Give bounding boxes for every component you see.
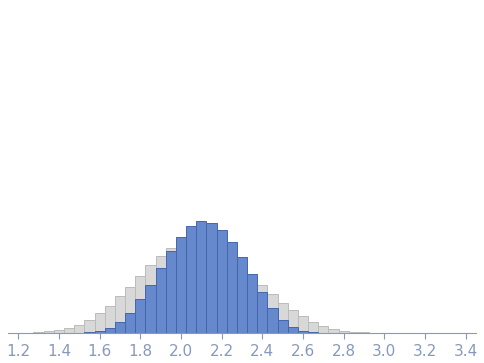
Bar xyxy=(84,333,94,334)
Bar xyxy=(267,308,277,334)
Bar xyxy=(247,275,257,334)
Bar xyxy=(44,331,54,334)
Bar xyxy=(115,296,125,334)
Bar xyxy=(277,303,287,334)
Bar xyxy=(94,313,105,334)
Bar xyxy=(329,329,339,334)
Bar xyxy=(64,328,74,334)
Bar xyxy=(308,322,318,334)
Bar xyxy=(186,240,196,334)
Bar xyxy=(287,327,298,334)
Bar xyxy=(298,317,308,334)
Bar xyxy=(94,331,105,334)
Bar xyxy=(166,250,176,334)
Bar xyxy=(257,285,267,334)
Bar xyxy=(237,257,247,334)
Bar xyxy=(74,325,84,334)
Bar xyxy=(216,249,227,334)
Bar xyxy=(135,299,145,334)
Bar xyxy=(339,331,349,334)
Bar xyxy=(145,285,155,334)
Bar xyxy=(186,226,196,334)
Bar xyxy=(145,265,155,334)
Bar xyxy=(176,243,186,334)
Bar xyxy=(196,221,206,334)
Bar xyxy=(349,333,359,334)
Bar xyxy=(318,326,329,334)
Bar xyxy=(277,319,287,334)
Bar xyxy=(206,244,216,334)
Bar xyxy=(227,242,237,334)
Bar xyxy=(105,306,115,334)
Bar xyxy=(125,313,135,334)
Bar xyxy=(54,330,64,334)
Bar xyxy=(298,331,308,334)
Bar xyxy=(227,257,237,334)
Bar xyxy=(196,241,206,334)
Bar xyxy=(115,322,125,334)
Bar xyxy=(216,231,227,334)
Bar xyxy=(247,274,257,334)
Bar xyxy=(84,319,94,334)
Bar xyxy=(206,223,216,334)
Bar xyxy=(237,265,247,334)
Bar xyxy=(166,248,176,334)
Bar xyxy=(308,333,318,334)
Bar xyxy=(105,328,115,334)
Bar xyxy=(135,276,145,334)
Bar xyxy=(267,294,277,334)
Bar xyxy=(155,268,166,334)
Bar xyxy=(176,237,186,334)
Bar xyxy=(257,292,267,334)
Bar xyxy=(125,287,135,334)
Bar xyxy=(287,310,298,334)
Bar xyxy=(155,256,166,334)
Bar xyxy=(33,333,44,334)
Bar xyxy=(359,333,369,334)
